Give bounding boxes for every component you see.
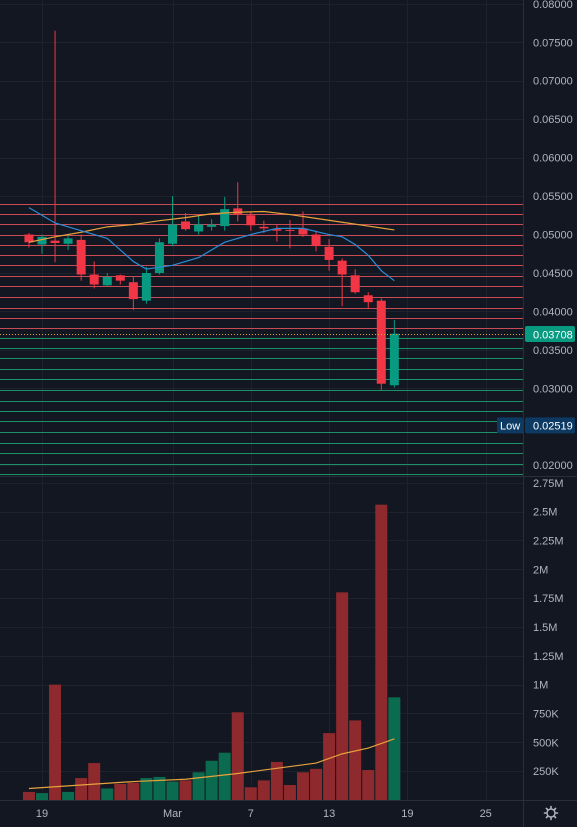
volume-tick-label: 1.5M [533,622,557,634]
time-tick-label: 13 [323,808,335,820]
volume-tick-label: 250K [533,766,559,778]
candle-body [233,208,242,214]
candle-body [246,215,255,225]
volume-tick-label: 1.25M [533,651,564,663]
current-price-label: 0.03708 [525,326,575,342]
price-tick-label: 0.03500 [533,345,573,357]
volume-bar [206,761,218,800]
price-tick-label: 0.06000 [533,153,573,165]
volume-bar [245,787,257,800]
volume-tick-label: 2.25M [533,535,564,547]
volume-tick-label: 500K [533,737,559,749]
candle-body [351,275,360,292]
current-price-value: 0.03708 [533,330,573,342]
volume-tick-label: 1.75M [533,593,564,605]
price-tick-label: 0.02000 [533,460,573,472]
volume-bar [36,793,48,800]
volume-bar [284,785,296,800]
volume-bar [297,772,309,800]
price-tick-label: 0.06500 [533,114,573,126]
volume-bar [49,685,61,800]
candle-body [51,241,60,243]
volume-bar [193,772,205,800]
candle-body [194,225,203,232]
candle[interactable] [377,298,386,390]
volume-tick-label: 2M [533,564,548,576]
low-price-label: Low 0.02519 [497,417,575,433]
price-tick-label: 0.07000 [533,76,573,88]
price-tick-label: 0.04000 [533,306,573,318]
candle-body [285,230,294,231]
time-tick-label: 25 [480,808,492,820]
candle-body [220,209,229,226]
volume-bar [310,769,322,800]
candle-body [103,277,112,285]
volume-tick-label: 1M [533,680,548,692]
volume-bar [62,792,74,800]
candle[interactable] [155,238,164,274]
candle-body [207,225,216,227]
candle-body [116,275,125,280]
candle-body [390,334,399,386]
time-tick-label: Mar [163,808,182,820]
volume-tick-label: 2.75M [533,478,564,490]
volume-bar [219,753,231,800]
candle-body [325,247,334,260]
candle-body [259,227,268,229]
volume-bar [127,783,139,800]
candle-body [168,225,177,244]
low-title: Low [500,420,520,432]
candle-body [77,240,86,275]
volume-tick-label: 750K [533,708,559,720]
volume-bar [114,784,126,800]
volume-bar [323,733,335,800]
low-value: 0.02519 [533,420,573,432]
candle-body [338,261,347,275]
price-tick-label: 0.07500 [533,37,573,49]
time-tick-label: 19 [36,808,48,820]
volume-bar [88,763,100,800]
volume-bar [167,782,179,800]
price-tick-label: 0.08000 [533,0,573,11]
price-tick-label: 0.03000 [533,383,573,395]
candle-body [90,275,99,285]
volume-bar [349,720,361,800]
volume-bar [336,592,348,800]
candle-body [142,273,151,301]
price-tick-label: 0.04500 [533,268,573,280]
price-tick-label: 0.05000 [533,230,573,242]
volume-tick-label: 2.5M [533,507,557,519]
volume-bar [232,712,244,800]
time-tick-label: 7 [248,808,254,820]
candle[interactable] [77,235,86,281]
volume-bar [388,697,400,800]
volume-bar [362,770,374,800]
price-tick-label: 0.05500 [533,191,573,203]
volume-bar [23,792,35,800]
candle-body [64,238,73,243]
candle-body [364,295,373,302]
volume-bar [258,780,270,800]
candle-body [155,242,164,273]
candle-body [129,282,138,299]
volume-bar [75,778,87,800]
candle-body [312,235,321,247]
volume-bar [180,780,192,800]
volume-bar [101,788,113,800]
volume-bar [375,505,387,800]
candle-body [181,221,190,229]
candle-body [377,301,386,384]
time-tick-label: 19 [401,808,413,820]
